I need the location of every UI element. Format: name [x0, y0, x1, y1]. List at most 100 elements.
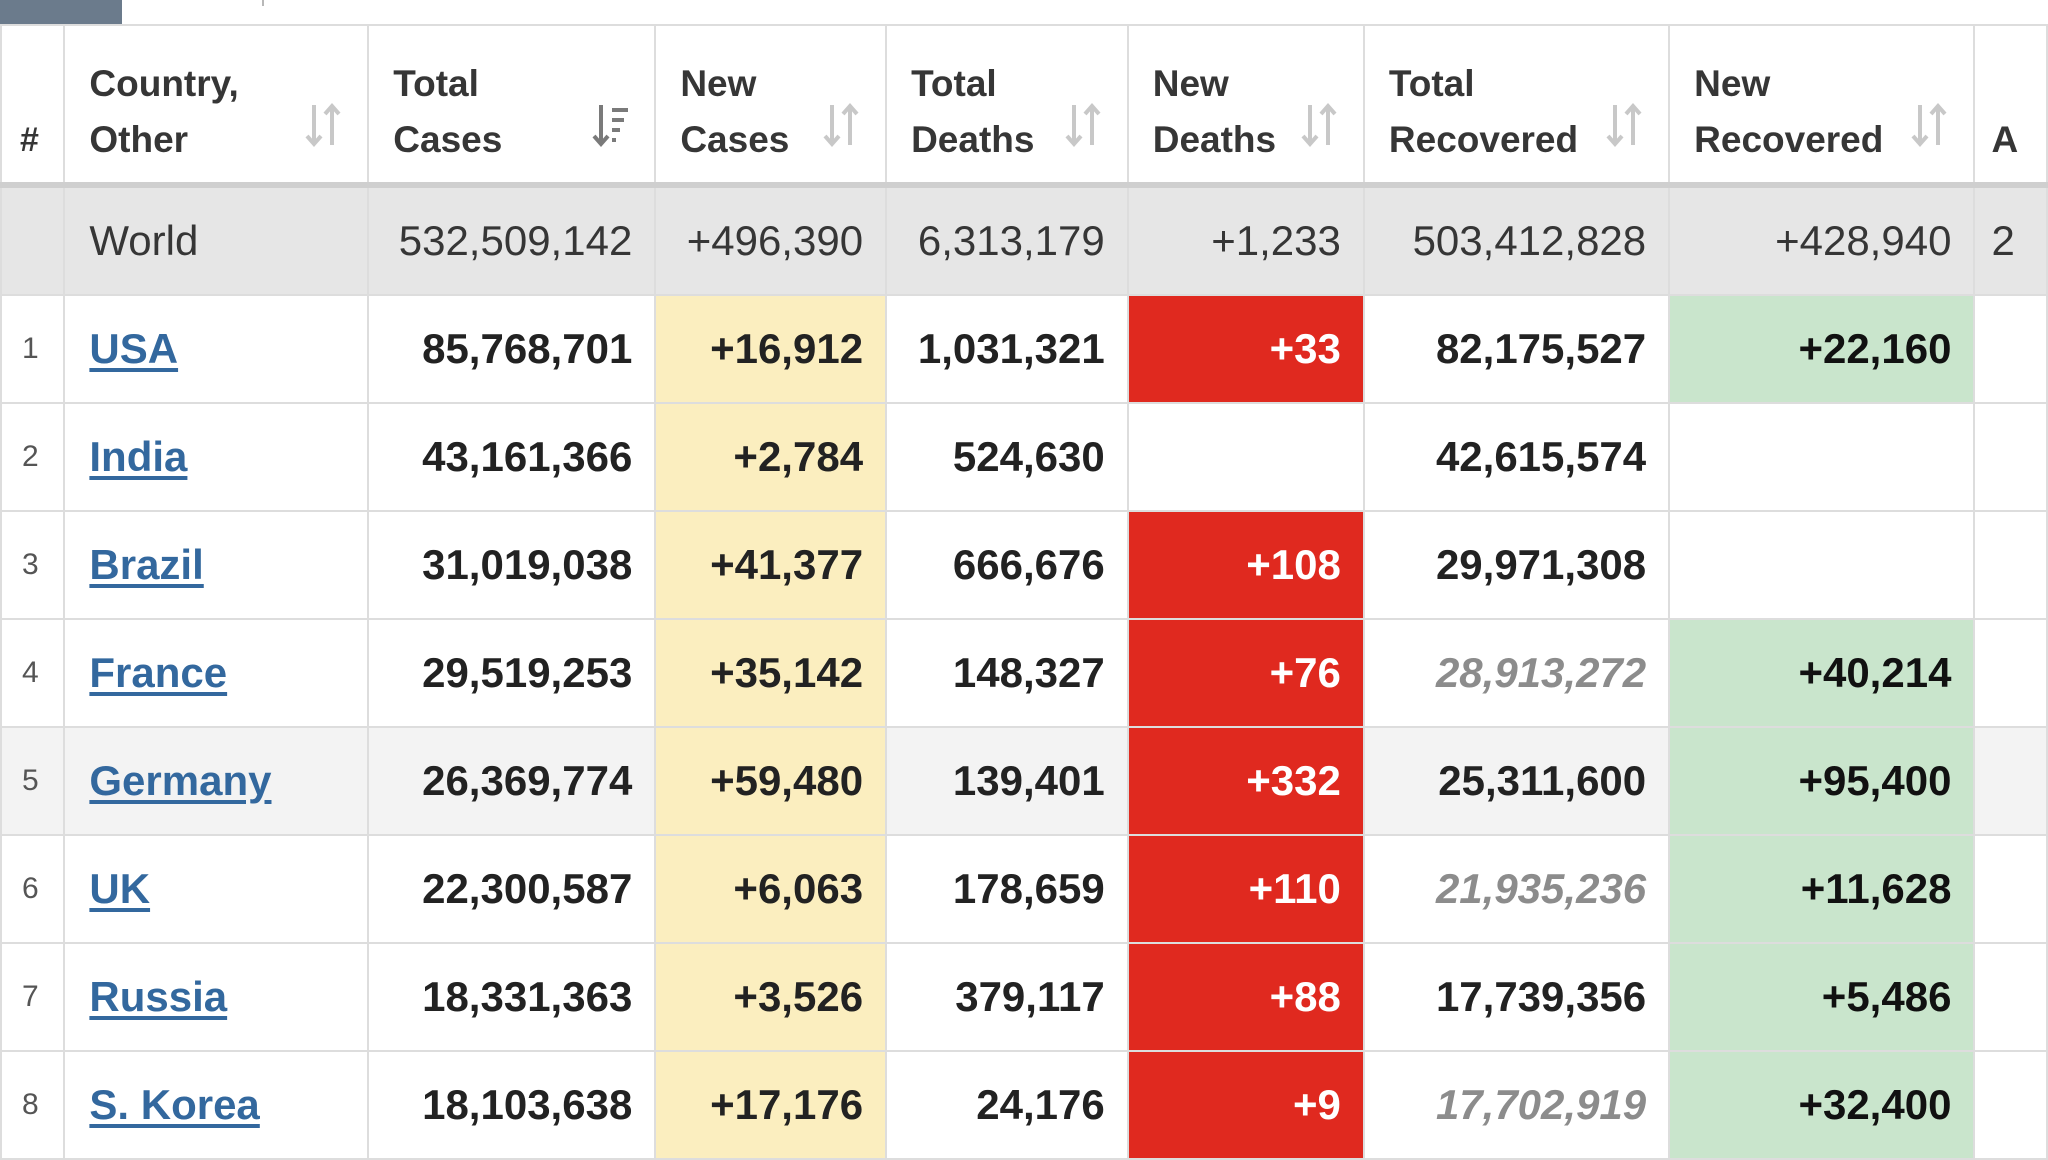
country-cell: UK: [63, 834, 370, 944]
header-label: New Recovered: [1694, 63, 1884, 160]
new-deaths-cell: +110: [1126, 834, 1365, 944]
header-label: #: [20, 121, 39, 159]
new-cases-cell: +16,912: [654, 294, 888, 404]
new-recovered-cell: +5,486: [1668, 942, 1976, 1052]
country-link[interactable]: Russia: [89, 973, 228, 1020]
world-total-row: World 532,509,142 +496,390 6,313,179 +1,…: [0, 182, 2048, 296]
rank-cell: 5: [0, 726, 66, 836]
rank-cell: 3: [0, 510, 66, 620]
active-tab[interactable]: [0, 0, 122, 24]
col-header-total-cases[interactable]: Total Cases: [367, 24, 657, 187]
country-link[interactable]: France: [89, 649, 228, 696]
cutoff-cell: [1973, 1050, 2048, 1160]
total-deaths-cell: 379,117: [885, 942, 1129, 1052]
total-recovered-cell: 21,935,236: [1362, 834, 1671, 944]
col-header-cutoff[interactable]: A: [1973, 24, 2048, 187]
table-row: 6 UK 22,300,587 +6,063 178,659 +110 21,9…: [0, 834, 2048, 944]
new-deaths-cell: [1126, 402, 1365, 512]
table-row: 8 S. Korea 18,103,638 +17,176 24,176 +9 …: [0, 1050, 2048, 1160]
total-cases-cell: 22,300,587: [367, 834, 657, 944]
new-cases-cell: +2,784: [654, 402, 888, 512]
table-row: 5 Germany 26,369,774 +59,480 139,401 +33…: [0, 726, 2048, 836]
new-cases-cell: +59,480: [654, 726, 888, 836]
country-link[interactable]: Germany: [89, 757, 272, 804]
new-recovered-cell: +11,628: [1668, 834, 1976, 944]
new-recovered-cell: +22,160: [1668, 294, 1976, 404]
country-cell: Russia: [63, 942, 370, 1052]
country-link[interactable]: India: [89, 433, 188, 480]
new-recovered-cell: +32,400: [1668, 1050, 1976, 1160]
total-cases-cell: 31,019,038: [367, 510, 657, 620]
total-cases-cell: 18,103,638: [367, 1050, 657, 1160]
header-label: New Cases: [680, 63, 790, 160]
header-label: A: [1991, 119, 2019, 160]
country-link[interactable]: Brazil: [89, 541, 204, 588]
country-cell: Germany: [63, 726, 370, 836]
sort-arrows-icon[interactable]: [821, 102, 861, 148]
col-header-new-deaths[interactable]: New Deaths: [1126, 24, 1365, 187]
cutoff-cell: [1973, 618, 2048, 728]
col-header-country[interactable]: Country, Other: [63, 24, 370, 187]
col-header-new-cases[interactable]: New Cases: [654, 24, 888, 187]
country-link[interactable]: S. Korea: [89, 1081, 260, 1128]
new-cases-cell: +35,142: [654, 618, 888, 728]
sort-arrows-icon[interactable]: [303, 102, 343, 148]
col-header-total-recovered[interactable]: Total Recovered: [1362, 24, 1671, 187]
col-header-total-deaths[interactable]: Total Deaths: [885, 24, 1129, 187]
total-recovered-cell: 17,702,919: [1362, 1050, 1671, 1160]
header-row: # Country, Other Total Cases New Cases: [0, 24, 2048, 187]
total-deaths-cell: 24,176: [885, 1050, 1129, 1160]
country-link[interactable]: USA: [89, 325, 179, 372]
covid-stats-table-container: # Country, Other Total Cases New Cases: [0, 24, 2048, 1160]
new-recovered-cell: [1668, 510, 1976, 620]
country-cell: World: [63, 182, 370, 296]
total-cases-cell: 43,161,366: [367, 402, 657, 512]
total-recovered-cell: 17,739,356: [1362, 942, 1671, 1052]
sort-descending-icon[interactable]: [590, 102, 630, 148]
country-link[interactable]: UK: [89, 865, 151, 912]
total-recovered-cell: 82,175,527: [1362, 294, 1671, 404]
cutoff-cell: [1973, 726, 2048, 836]
total-cases-cell: 85,768,701: [367, 294, 657, 404]
new-cases-cell: +17,176: [654, 1050, 888, 1160]
cutoff-cell: [1973, 942, 2048, 1052]
country-cell: India: [63, 402, 370, 512]
total-cases-cell: 18,331,363: [367, 942, 657, 1052]
rank-cell: 7: [0, 942, 66, 1052]
new-cases-cell: +496,390: [654, 182, 888, 296]
new-recovered-cell: +428,940: [1668, 182, 1976, 296]
tab-divider: [262, 0, 264, 6]
total-deaths-cell: 1,031,321: [885, 294, 1129, 404]
rank-cell: 1: [0, 294, 66, 404]
sort-arrows-icon[interactable]: [1604, 102, 1644, 148]
table-row: 7 Russia 18,331,363 +3,526 379,117 +88 1…: [0, 942, 2048, 1052]
table-row: 1 USA 85,768,701 +16,912 1,031,321 +33 8…: [0, 294, 2048, 404]
country-cell: Brazil: [63, 510, 370, 620]
col-header-rank[interactable]: #: [0, 24, 66, 187]
table-row: 3 Brazil 31,019,038 +41,377 666,676 +108…: [0, 510, 2048, 620]
cutoff-cell: [1973, 834, 2048, 944]
header-label: New Deaths: [1152, 63, 1277, 160]
total-recovered-cell: 25,311,600: [1362, 726, 1671, 836]
new-cases-cell: +3,526: [654, 942, 888, 1052]
country-cell: France: [63, 618, 370, 728]
total-recovered-cell: 42,615,574: [1362, 402, 1671, 512]
rank-cell: 4: [0, 618, 66, 728]
header-label: Total Deaths: [911, 63, 1035, 160]
total-recovered-cell: 29,971,308: [1362, 510, 1671, 620]
rank-cell: 6: [0, 834, 66, 944]
new-deaths-cell: +76: [1126, 618, 1365, 728]
header-label: Country, Other: [89, 63, 239, 160]
col-header-new-recovered[interactable]: New Recovered: [1668, 24, 1976, 187]
total-deaths-cell: 6,313,179: [885, 182, 1129, 296]
new-cases-cell: +41,377: [654, 510, 888, 620]
new-deaths-cell: +332: [1126, 726, 1365, 836]
new-deaths-cell: +88: [1126, 942, 1365, 1052]
sort-arrows-icon[interactable]: [1063, 102, 1103, 148]
sort-arrows-icon[interactable]: [1299, 102, 1339, 148]
total-deaths-cell: 139,401: [885, 726, 1129, 836]
header-label: Total Recovered: [1388, 63, 1579, 160]
new-deaths-cell: +108: [1126, 510, 1365, 620]
cutoff-cell: [1973, 510, 2048, 620]
sort-arrows-icon[interactable]: [1909, 102, 1949, 148]
